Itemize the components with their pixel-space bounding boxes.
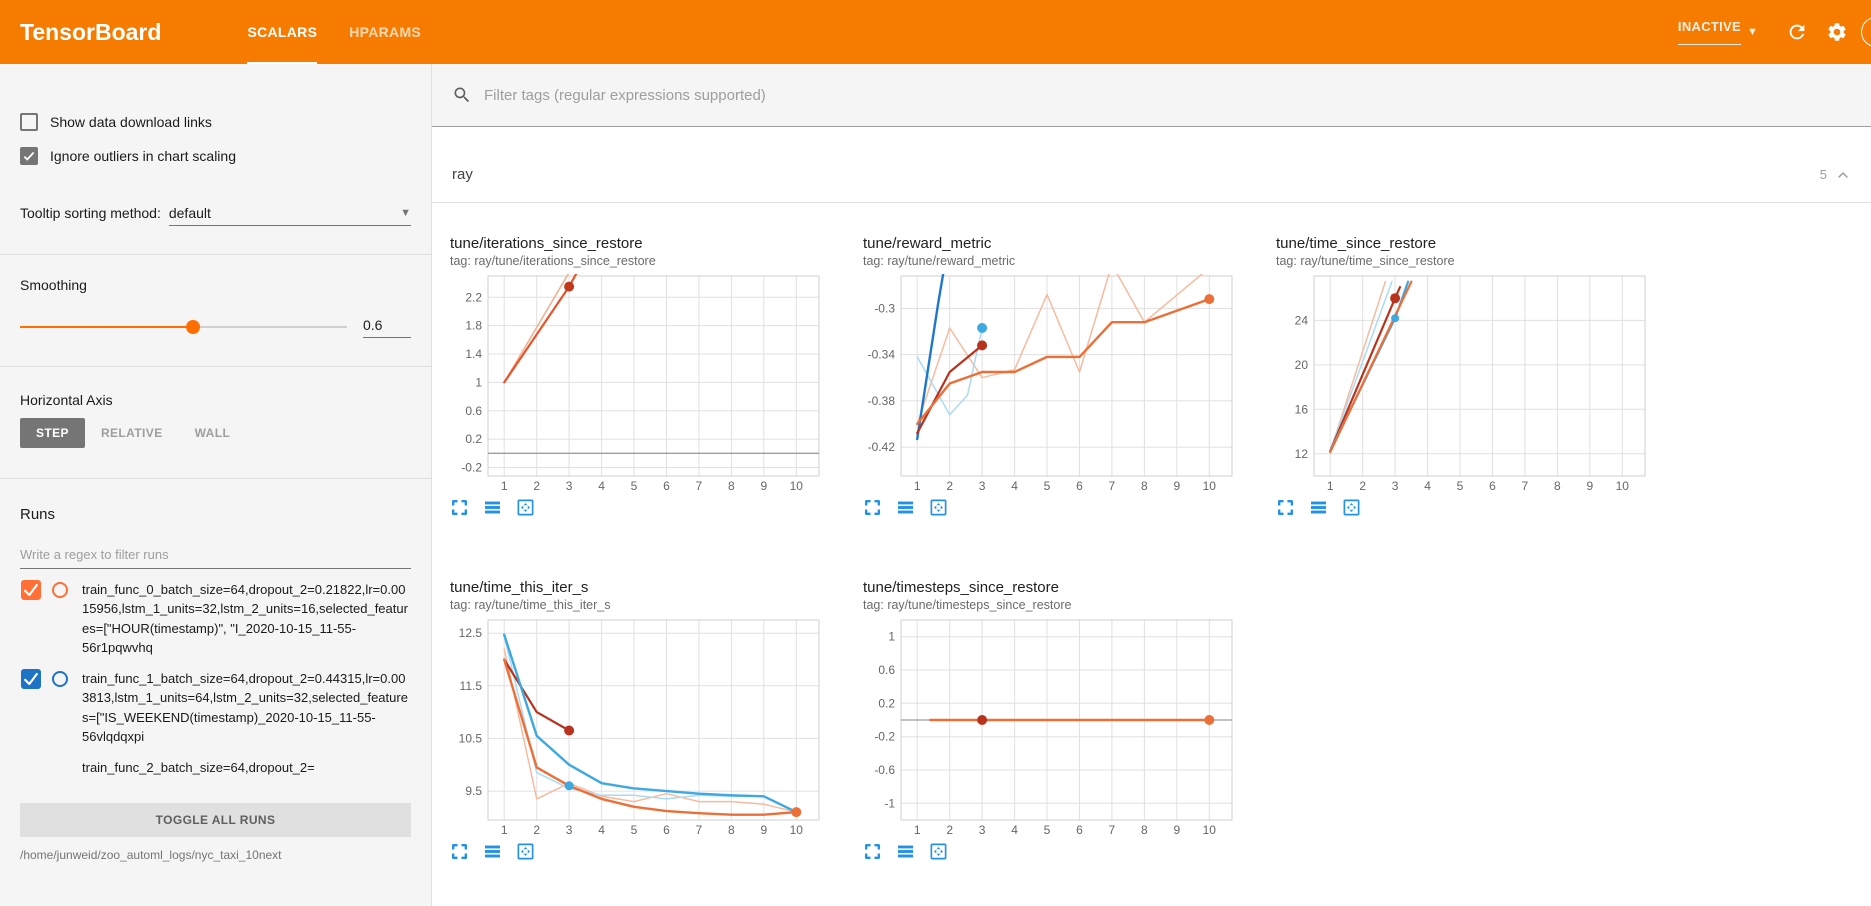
svg-text:0.6: 0.6	[465, 404, 482, 418]
svg-text:2: 2	[533, 479, 540, 493]
svg-text:-1: -1	[884, 796, 895, 810]
svg-text:12: 12	[1295, 447, 1309, 461]
svg-text:7: 7	[1522, 479, 1529, 493]
svg-text:7: 7	[1109, 823, 1116, 837]
svg-text:3: 3	[566, 479, 573, 493]
svg-text:10: 10	[790, 823, 804, 837]
svg-text:1: 1	[475, 375, 482, 389]
svg-text:6: 6	[1489, 479, 1496, 493]
svg-text:20: 20	[1295, 358, 1309, 372]
svg-text:8: 8	[1141, 823, 1148, 837]
svg-text:3: 3	[1392, 479, 1399, 493]
svg-text:8: 8	[728, 479, 735, 493]
svg-text:-0.6: -0.6	[874, 763, 895, 777]
svg-text:0.6: 0.6	[878, 663, 895, 677]
svg-text:11.5: 11.5	[460, 679, 483, 693]
svg-text:3: 3	[979, 823, 986, 837]
svg-text:9: 9	[1173, 823, 1180, 837]
svg-text:4: 4	[598, 823, 605, 837]
svg-text:2: 2	[1359, 479, 1366, 493]
svg-text:12.5: 12.5	[459, 626, 483, 640]
svg-text:-0.38: -0.38	[868, 394, 896, 408]
svg-text:4: 4	[1011, 479, 1018, 493]
svg-text:-0.2: -0.2	[874, 730, 895, 744]
svg-text:8: 8	[1141, 479, 1148, 493]
svg-text:1: 1	[501, 823, 508, 837]
svg-text:1: 1	[501, 479, 508, 493]
svg-text:16: 16	[1295, 402, 1309, 416]
svg-text:10: 10	[1203, 823, 1217, 837]
svg-text:8: 8	[1554, 479, 1561, 493]
svg-text:4: 4	[1011, 823, 1018, 837]
svg-text:9.5: 9.5	[465, 784, 482, 798]
svg-text:5: 5	[1044, 823, 1051, 837]
svg-text:4: 4	[1424, 479, 1431, 493]
svg-text:0.2: 0.2	[465, 432, 482, 446]
svg-text:7: 7	[696, 823, 703, 837]
svg-text:2: 2	[946, 479, 953, 493]
svg-text:9: 9	[760, 479, 767, 493]
svg-text:3: 3	[979, 479, 986, 493]
svg-text:4: 4	[598, 479, 605, 493]
svg-text:1: 1	[888, 630, 895, 644]
svg-text:-0.2: -0.2	[461, 461, 482, 475]
svg-text:6: 6	[1076, 823, 1083, 837]
svg-text:8: 8	[728, 823, 735, 837]
svg-text:9: 9	[760, 823, 767, 837]
svg-text:9: 9	[1173, 479, 1180, 493]
svg-text:5: 5	[631, 823, 638, 837]
svg-text:2: 2	[533, 823, 540, 837]
svg-text:3: 3	[566, 823, 573, 837]
svg-text:10: 10	[790, 479, 804, 493]
svg-text:10: 10	[1616, 479, 1630, 493]
svg-text:24: 24	[1295, 313, 1309, 327]
svg-text:1.4: 1.4	[465, 347, 482, 361]
svg-text:1: 1	[914, 823, 921, 837]
svg-text:6: 6	[1076, 479, 1083, 493]
svg-text:6: 6	[663, 823, 670, 837]
svg-text:7: 7	[1109, 479, 1116, 493]
svg-text:2: 2	[946, 823, 953, 837]
svg-text:-0.42: -0.42	[868, 440, 896, 454]
svg-text:-0.34: -0.34	[868, 348, 896, 362]
svg-text:1: 1	[1327, 479, 1334, 493]
svg-text:9: 9	[1586, 479, 1593, 493]
svg-text:-0.3: -0.3	[874, 301, 895, 315]
svg-text:10: 10	[1203, 479, 1217, 493]
svg-text:5: 5	[1457, 479, 1464, 493]
svg-text:0.2: 0.2	[878, 696, 895, 710]
svg-text:6: 6	[663, 479, 670, 493]
svg-text:2.2: 2.2	[465, 290, 482, 304]
svg-text:1: 1	[914, 479, 921, 493]
svg-text:7: 7	[696, 479, 703, 493]
svg-text:1.8: 1.8	[465, 319, 482, 333]
svg-text:10.5: 10.5	[459, 731, 483, 745]
svg-text:5: 5	[1044, 479, 1051, 493]
svg-text:5: 5	[631, 479, 638, 493]
